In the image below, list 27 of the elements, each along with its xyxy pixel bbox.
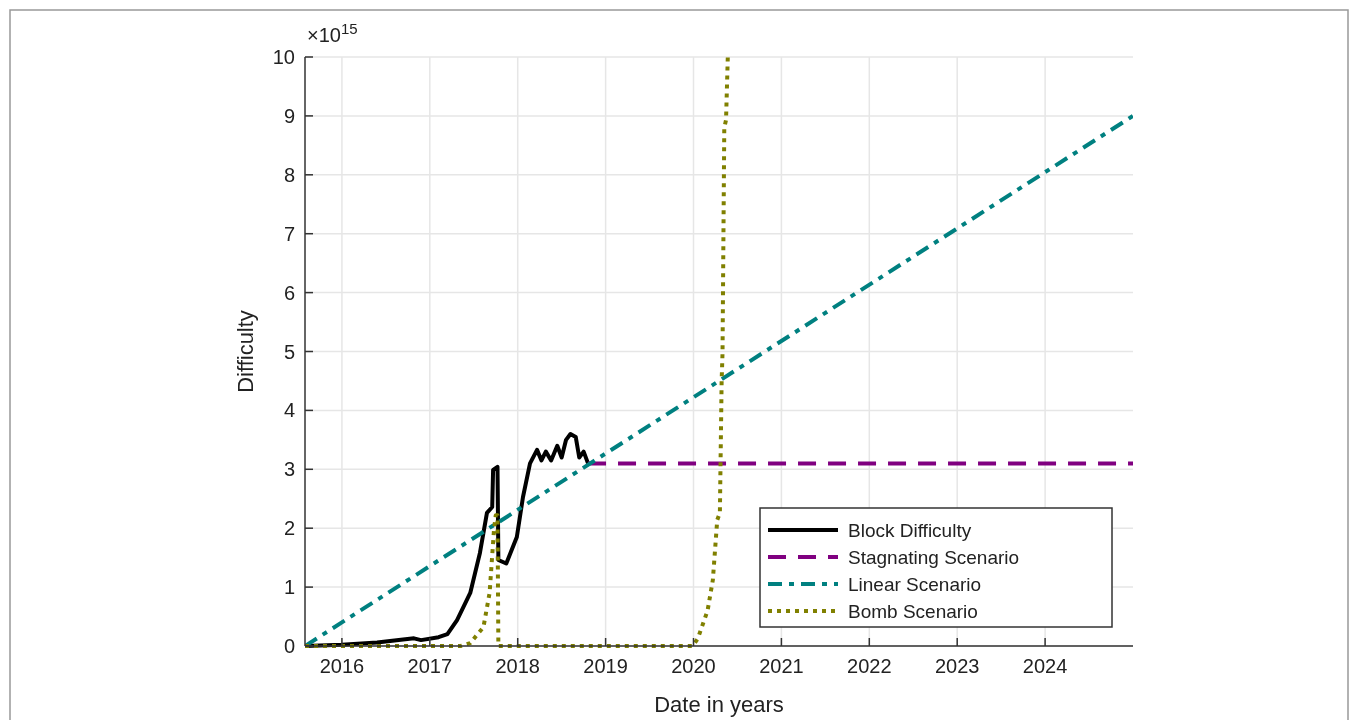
y-tick-label: 6 xyxy=(283,281,295,304)
x-tick-label: 2020 xyxy=(671,655,716,677)
y-tick-label: 3 xyxy=(283,458,295,481)
y-tick-label: 0 xyxy=(283,635,295,657)
y-tick-label: 4 xyxy=(283,399,295,422)
x-tick-label: 2022 xyxy=(847,655,892,677)
y-tick-label: 2 xyxy=(283,517,295,540)
legend-label: Block Difficulty xyxy=(848,520,972,541)
y-tick-label: 1 xyxy=(283,576,295,599)
x-axis-title: Date in years xyxy=(654,692,784,717)
legend-label: Linear Scenario xyxy=(848,574,982,595)
y-tick-label: 5 xyxy=(283,340,295,363)
x-tick-label: 2017 xyxy=(407,655,453,677)
y-tick-label: 7 xyxy=(283,222,295,245)
y-tick-label: 8 xyxy=(283,163,295,186)
x-tick-label: 2024 xyxy=(1022,655,1068,677)
legend-label: Bomb Scenario xyxy=(848,601,978,622)
legend-label: Stagnating Scenario xyxy=(848,547,1020,568)
text: ×10$^{15}$ xyxy=(307,19,358,46)
y-tick-label: 9 xyxy=(283,104,295,127)
y-axis-title: Difficulty xyxy=(233,310,258,393)
x-tick-label: 2023 xyxy=(934,655,980,677)
x-tick-label: 2016 xyxy=(319,655,365,677)
x-tick-label: 2018 xyxy=(495,655,540,677)
y-tick-label: 10 xyxy=(272,46,295,68)
x-tick-label: 2019 xyxy=(583,655,628,677)
x-tick-label: 2021 xyxy=(759,655,804,677)
